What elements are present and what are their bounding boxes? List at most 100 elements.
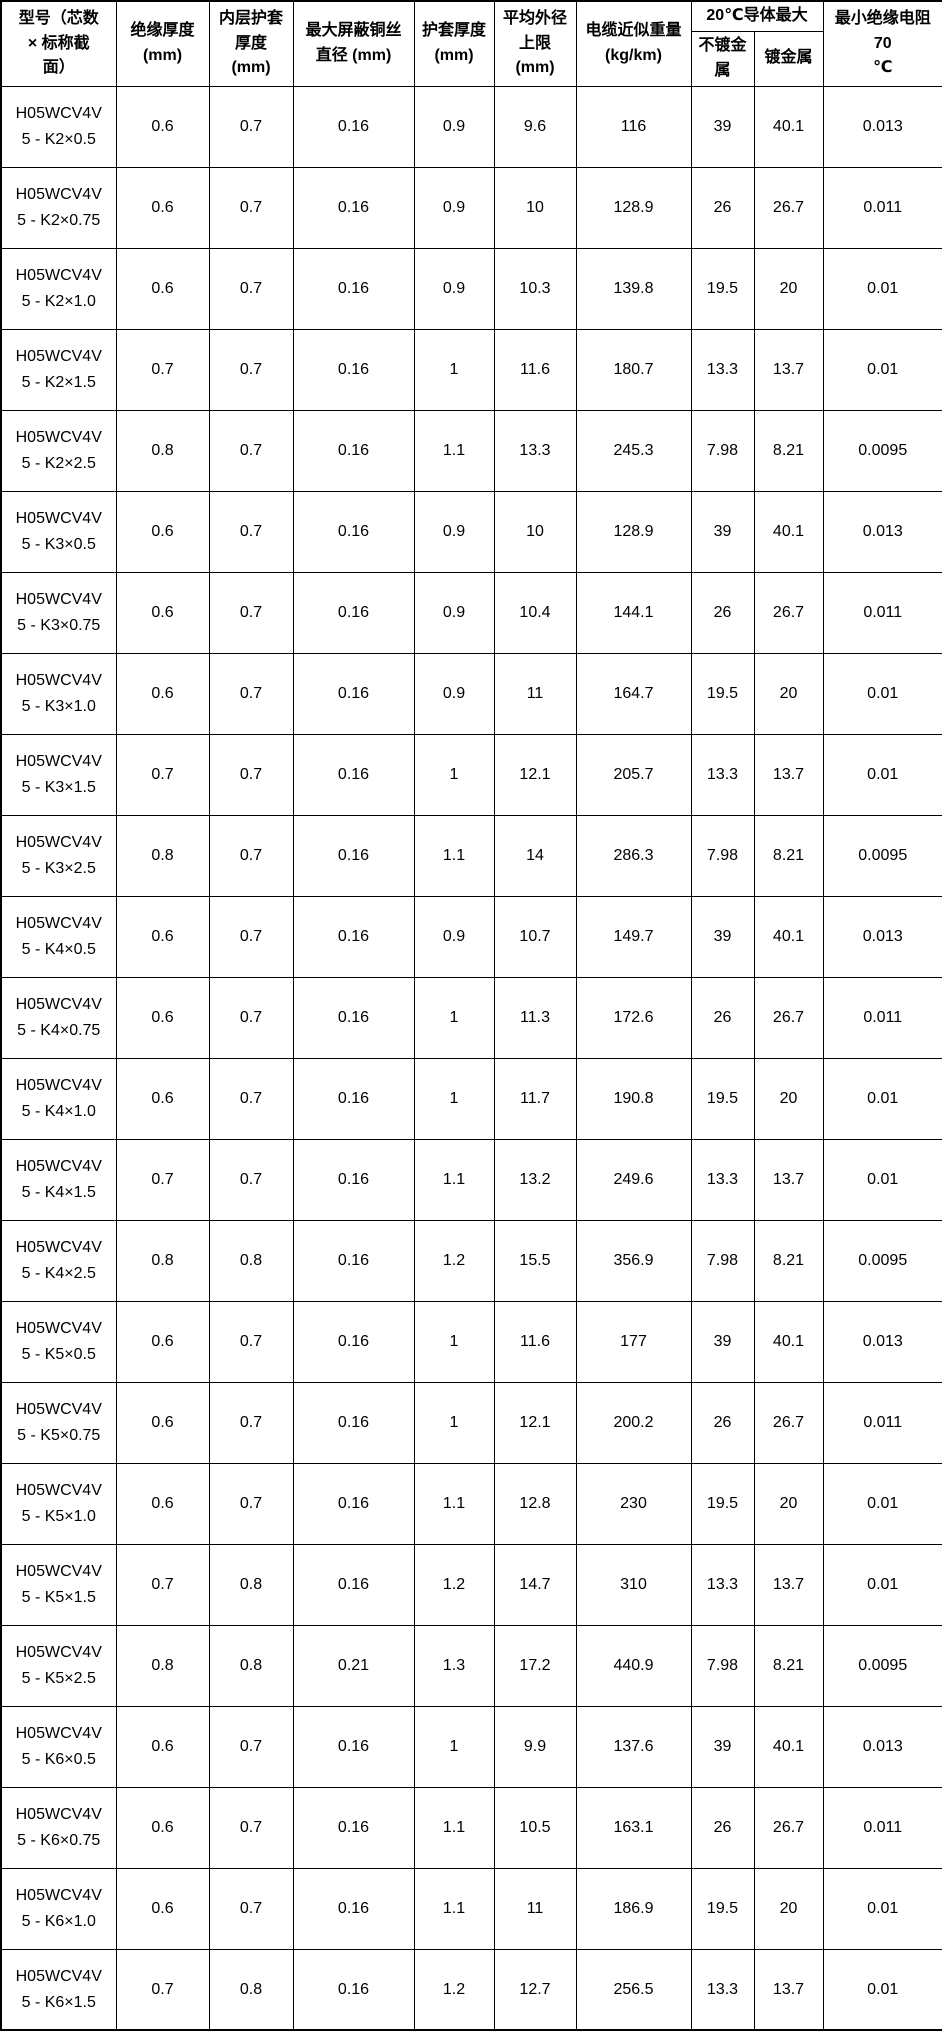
cable-weight-cell: 256.5 [575, 1948, 692, 2031]
inner-sheath-thickness-cell: 0.8 [208, 1948, 294, 2031]
min-insulation-resistance-cell: 0.0095 [822, 409, 942, 492]
cable-weight-cell: 116 [575, 85, 692, 168]
table-row: H05WCV4V 5 - K5×1.0 0.6 0.7 0.16 1.1 12.… [0, 1462, 942, 1545]
table-row: H05WCV4V 5 - K6×0.75 0.6 0.7 0.16 1.1 10… [0, 1786, 942, 1869]
avg-outer-diameter-cell: 12.7 [493, 1948, 577, 2031]
avg-outer-diameter-cell: 12.1 [493, 733, 577, 816]
model-cell: H05WCV4V 5 - K5×2.5 [0, 1624, 117, 1707]
unplated-metal-cell: 26 [690, 571, 755, 654]
avg-outer-diameter-cell: 11.6 [493, 1300, 577, 1383]
cable-weight-cell: 172.6 [575, 976, 692, 1059]
table-row: H05WCV4V 5 - K5×1.5 0.7 0.8 0.16 1.2 14.… [0, 1543, 942, 1626]
unplated-metal-cell: 13.3 [690, 733, 755, 816]
cable-weight-cell: 186.9 [575, 1867, 692, 1950]
cable-weight-cell: 245.3 [575, 409, 692, 492]
column-header-min-insulation-resistance: 最小绝缘电阻 70 ℃ [822, 0, 942, 87]
table-row: H05WCV4V 5 - K2×2.5 0.8 0.7 0.16 1.1 13.… [0, 409, 942, 492]
sheath-thickness-cell: 0.9 [413, 571, 495, 654]
sheath-thickness-cell: 1 [413, 976, 495, 1059]
column-header-unplated-metal: 不镀金属 [690, 30, 755, 87]
sheath-thickness-cell: 1 [413, 1705, 495, 1788]
avg-outer-diameter-cell: 10.3 [493, 247, 577, 330]
model-cell: H05WCV4V 5 - K5×0.75 [0, 1381, 117, 1464]
plated-metal-cell: 13.7 [753, 733, 824, 816]
unplated-metal-cell: 39 [690, 85, 755, 168]
inner-sheath-thickness-cell: 0.7 [208, 1381, 294, 1464]
inner-sheath-thickness-cell: 0.7 [208, 733, 294, 816]
max-shield-wire-diameter-cell: 0.16 [292, 1138, 415, 1221]
plated-metal-cell: 20 [753, 1462, 824, 1545]
sheath-thickness-cell: 0.9 [413, 247, 495, 330]
table-row: H05WCV4V 5 - K2×0.5 0.6 0.7 0.16 0.9 9.6… [0, 85, 942, 168]
plated-metal-cell: 20 [753, 1057, 824, 1140]
insulation-thickness-cell: 0.7 [115, 328, 210, 411]
unplated-metal-cell: 13.3 [690, 1948, 755, 2031]
column-header-conductor-max-group: 20℃导体最大 [690, 0, 824, 32]
column-header-insulation-thickness: 绝缘厚度 (mm) [115, 0, 210, 87]
plated-metal-cell: 26.7 [753, 166, 824, 249]
inner-sheath-thickness-cell: 0.7 [208, 328, 294, 411]
plated-metal-cell: 40.1 [753, 85, 824, 168]
avg-outer-diameter-cell: 10 [493, 166, 577, 249]
min-insulation-resistance-cell: 0.011 [822, 1381, 942, 1464]
avg-outer-diameter-cell: 14 [493, 814, 577, 897]
table-body: H05WCV4V 5 - K2×0.5 0.6 0.7 0.16 0.9 9.6… [0, 85, 942, 2031]
table-row: H05WCV4V 5 - K2×1.0 0.6 0.7 0.16 0.9 10.… [0, 247, 942, 330]
sheath-thickness-cell: 1.1 [413, 1867, 495, 1950]
min-insulation-resistance-cell: 0.0095 [822, 1219, 942, 1302]
unplated-metal-cell: 39 [690, 1300, 755, 1383]
inner-sheath-thickness-cell: 0.7 [208, 1057, 294, 1140]
max-shield-wire-diameter-cell: 0.16 [292, 571, 415, 654]
inner-sheath-thickness-cell: 0.7 [208, 976, 294, 1059]
unplated-metal-cell: 26 [690, 166, 755, 249]
min-insulation-resistance-cell: 0.01 [822, 1867, 942, 1950]
unplated-metal-cell: 7.98 [690, 1624, 755, 1707]
cable-weight-cell: 356.9 [575, 1219, 692, 1302]
insulation-thickness-cell: 0.6 [115, 1786, 210, 1869]
inner-sheath-thickness-cell: 0.7 [208, 409, 294, 492]
inner-sheath-thickness-cell: 0.7 [208, 652, 294, 735]
min-insulation-resistance-cell: 0.01 [822, 1543, 942, 1626]
min-insulation-resistance-cell: 0.011 [822, 976, 942, 1059]
max-shield-wire-diameter-cell: 0.16 [292, 247, 415, 330]
cable-weight-cell: 137.6 [575, 1705, 692, 1788]
unplated-metal-cell: 26 [690, 1381, 755, 1464]
min-insulation-resistance-cell: 0.01 [822, 733, 942, 816]
model-cell: H05WCV4V 5 - K4×1.5 [0, 1138, 117, 1221]
unplated-metal-cell: 7.98 [690, 409, 755, 492]
model-cell: H05WCV4V 5 - K6×0.5 [0, 1705, 117, 1788]
sheath-thickness-cell: 1.1 [413, 409, 495, 492]
inner-sheath-thickness-cell: 0.7 [208, 247, 294, 330]
insulation-thickness-cell: 0.6 [115, 1462, 210, 1545]
inner-sheath-thickness-cell: 0.8 [208, 1543, 294, 1626]
cable-weight-cell: 200.2 [575, 1381, 692, 1464]
model-cell: H05WCV4V 5 - K5×1.0 [0, 1462, 117, 1545]
max-shield-wire-diameter-cell: 0.16 [292, 733, 415, 816]
cable-weight-cell: 180.7 [575, 328, 692, 411]
model-cell: H05WCV4V 5 - K3×1.0 [0, 652, 117, 735]
max-shield-wire-diameter-cell: 0.16 [292, 1948, 415, 2031]
min-insulation-resistance-cell: 0.01 [822, 1948, 942, 2031]
cable-weight-cell: 249.6 [575, 1138, 692, 1221]
insulation-thickness-cell: 0.6 [115, 1057, 210, 1140]
cable-weight-cell: 149.7 [575, 895, 692, 978]
avg-outer-diameter-cell: 13.3 [493, 409, 577, 492]
max-shield-wire-diameter-cell: 0.16 [292, 1300, 415, 1383]
cable-weight-cell: 205.7 [575, 733, 692, 816]
table-row: H05WCV4V 5 - K5×0.75 0.6 0.7 0.16 1 12.1… [0, 1381, 942, 1464]
table-row: H05WCV4V 5 - K5×2.5 0.8 0.8 0.21 1.3 17.… [0, 1624, 942, 1707]
inner-sheath-thickness-cell: 0.7 [208, 1138, 294, 1221]
inner-sheath-thickness-cell: 0.7 [208, 85, 294, 168]
table-row: H05WCV4V 5 - K4×1.5 0.7 0.7 0.16 1.1 13.… [0, 1138, 942, 1221]
unplated-metal-cell: 19.5 [690, 1462, 755, 1545]
sheath-thickness-cell: 1.1 [413, 1786, 495, 1869]
inner-sheath-thickness-cell: 0.7 [208, 490, 294, 573]
header-row-sub: 不镀金属 镀金属 [1, 30, 942, 87]
table-row: H05WCV4V 5 - K3×0.5 0.6 0.7 0.16 0.9 10 … [0, 490, 942, 573]
sheath-thickness-cell: 1 [413, 733, 495, 816]
plated-metal-cell: 26.7 [753, 1381, 824, 1464]
avg-outer-diameter-cell: 9.9 [493, 1705, 577, 1788]
model-cell: H05WCV4V 5 - K2×0.5 [0, 85, 117, 168]
